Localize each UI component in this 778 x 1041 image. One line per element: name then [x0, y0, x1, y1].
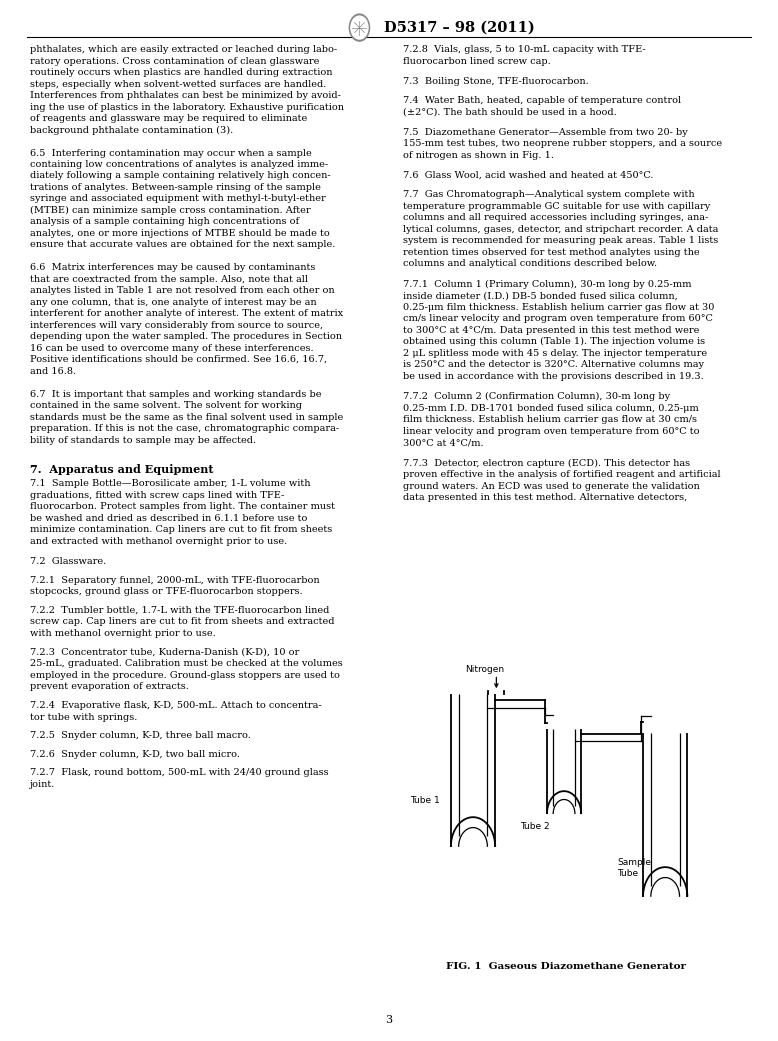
Text: Nitrogen: Nitrogen	[465, 665, 504, 675]
Text: 7.7.3  Detector, electron capture (ECD). This detector has
proven effective in t: 7.7.3 Detector, electron capture (ECD). …	[403, 458, 720, 502]
Text: 7.2.5  Snyder column, K-D, three ball macro.: 7.2.5 Snyder column, K-D, three ball mac…	[30, 731, 251, 740]
Text: 3: 3	[385, 1015, 393, 1025]
Text: 7.  Apparatus and Equipment: 7. Apparatus and Equipment	[30, 464, 213, 476]
Text: 7.3  Boiling Stone, TFE-fluorocarbon.: 7.3 Boiling Stone, TFE-fluorocarbon.	[403, 77, 589, 85]
Text: Sample
Tube: Sample Tube	[617, 859, 651, 878]
Text: Tube 1: Tube 1	[410, 796, 440, 805]
Text: 6.6  Matrix interferences may be caused by contaminants
that are coextracted fro: 6.6 Matrix interferences may be caused b…	[30, 263, 342, 376]
Text: 7.5  Diazomethane Generator—Assemble from two 20- by
155-mm test tubes, two neop: 7.5 Diazomethane Generator—Assemble from…	[403, 128, 722, 159]
Text: 7.2.6  Snyder column, K-D, two ball micro.: 7.2.6 Snyder column, K-D, two ball micro…	[30, 750, 240, 759]
Text: 7.4  Water Bath, heated, capable of temperature control
(±2°C). The bath should : 7.4 Water Bath, heated, capable of tempe…	[403, 97, 681, 117]
Text: 7.1  Sample Bottle—Borosilicate amber, 1-L volume with
graduations, fitted with : 7.1 Sample Bottle—Borosilicate amber, 1-…	[30, 480, 335, 545]
Text: 7.2.8  Vials, glass, 5 to 10-mL capacity with TFE-
fluorocarbon lined screw cap.: 7.2.8 Vials, glass, 5 to 10-mL capacity …	[403, 45, 646, 66]
Text: Tube 2: Tube 2	[520, 822, 549, 831]
Text: 7.7.2  Column 2 (Confirmation Column), 30-m long by
0.25-mm I.D. DB-1701 bonded : 7.7.2 Column 2 (Confirmation Column), 30…	[403, 392, 699, 448]
Text: D5317 – 98 (2011): D5317 – 98 (2011)	[384, 21, 534, 34]
Text: 7.2.4  Evaporative flask, K-D, 500-mL. Attach to concentra-
tor tube with spring: 7.2.4 Evaporative flask, K-D, 500-mL. At…	[30, 701, 321, 721]
Text: 7.2.7  Flask, round bottom, 500-mL with 24/40 ground glass
joint.: 7.2.7 Flask, round bottom, 500-mL with 2…	[30, 768, 328, 789]
Text: 7.7.1  Column 1 (Primary Column), 30-m long by 0.25-mm
inside diameter (I.D.) DB: 7.7.1 Column 1 (Primary Column), 30-m lo…	[403, 280, 714, 381]
Text: 7.6  Glass Wool, acid washed and heated at 450°C.: 7.6 Glass Wool, acid washed and heated a…	[403, 171, 654, 180]
Circle shape	[351, 17, 368, 40]
Text: 7.2.2  Tumbler bottle, 1.7-L with the TFE-fluorocarbon lined
screw cap. Cap line: 7.2.2 Tumbler bottle, 1.7-L with the TFE…	[30, 606, 334, 638]
Text: 6.5  Interfering contamination may occur when a sample
containing low concentrat: 6.5 Interfering contamination may occur …	[30, 149, 335, 250]
Text: FIG. 1  Gaseous Diazomethane Generator: FIG. 1 Gaseous Diazomethane Generator	[447, 962, 686, 970]
Text: 7.7  Gas Chromatograph—Analytical system complete with
temperature programmable : 7.7 Gas Chromatograph—Analytical system …	[403, 191, 718, 269]
Text: phthalates, which are easily extracted or leached during labo-
ratory operations: phthalates, which are easily extracted o…	[30, 45, 344, 134]
Circle shape	[349, 15, 370, 42]
Text: 7.2  Glassware.: 7.2 Glassware.	[30, 557, 106, 566]
Text: 6.7  It is important that samples and working standards be
contained in the same: 6.7 It is important that samples and wor…	[30, 390, 343, 445]
Text: 7.2.1  Separatory funnel, 2000-mL, with TFE-fluorocarbon
stopcocks, ground glass: 7.2.1 Separatory funnel, 2000-mL, with T…	[30, 576, 319, 596]
Text: 7.2.3  Concentrator tube, Kuderna-Danish (K-D), 10 or
25-mL, graduated. Calibrat: 7.2.3 Concentrator tube, Kuderna-Danish …	[30, 648, 342, 691]
